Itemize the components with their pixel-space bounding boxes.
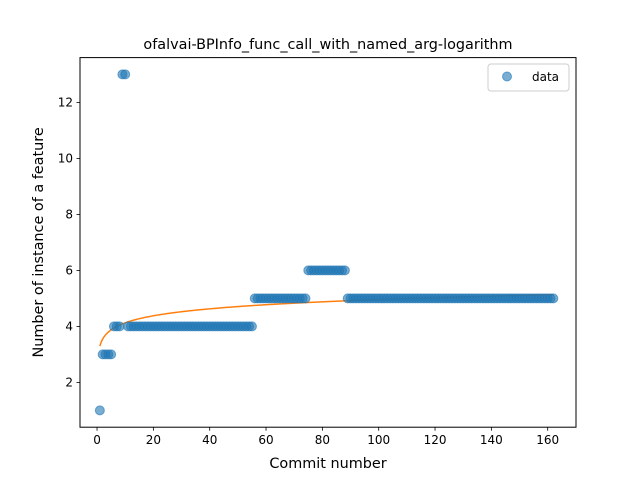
data-point <box>300 293 311 304</box>
data-point <box>106 349 117 360</box>
x-tick-label: 120 <box>424 433 447 447</box>
data-point <box>548 293 559 304</box>
y-tick-label: 10 <box>58 152 73 166</box>
legend-label: data <box>532 70 559 84</box>
legend: data <box>487 63 570 92</box>
y-tick-label: 8 <box>65 208 73 222</box>
x-tick-label: 20 <box>146 433 161 447</box>
x-tick-label: 80 <box>315 433 330 447</box>
x-axis-label: Commit number <box>269 456 386 472</box>
x-tick-label: 0 <box>93 433 101 447</box>
y-tick-label: 6 <box>65 264 73 278</box>
data-point <box>94 405 105 416</box>
y-axis-label: Number of instance of a feature <box>31 127 47 357</box>
chart-title: ofalvai-BPInfo_func_call_with_named_arg-… <box>143 37 512 53</box>
legend-marker <box>502 71 512 82</box>
data-point <box>246 321 257 332</box>
plot-area-frame <box>79 57 577 428</box>
x-tick-label: 140 <box>480 433 503 447</box>
y-tick-label: 4 <box>65 320 73 334</box>
data-point <box>114 321 125 332</box>
y-tick-label: 2 <box>65 376 73 390</box>
x-tick-label: 60 <box>258 433 273 447</box>
y-axis-ticks: 2 4 6 8 10 12 <box>58 96 80 390</box>
x-axis-ticks: 0 20 40 60 80 100 120 140 160 <box>93 427 559 447</box>
data-point <box>120 69 131 80</box>
legend-box <box>487 63 570 92</box>
data-point <box>339 265 350 276</box>
data-points-layer <box>94 69 559 416</box>
x-tick-label: 40 <box>202 433 217 447</box>
y-tick-label: 12 <box>58 96 73 110</box>
x-tick-label: 100 <box>367 433 390 447</box>
x-tick-label: 160 <box>536 433 559 447</box>
